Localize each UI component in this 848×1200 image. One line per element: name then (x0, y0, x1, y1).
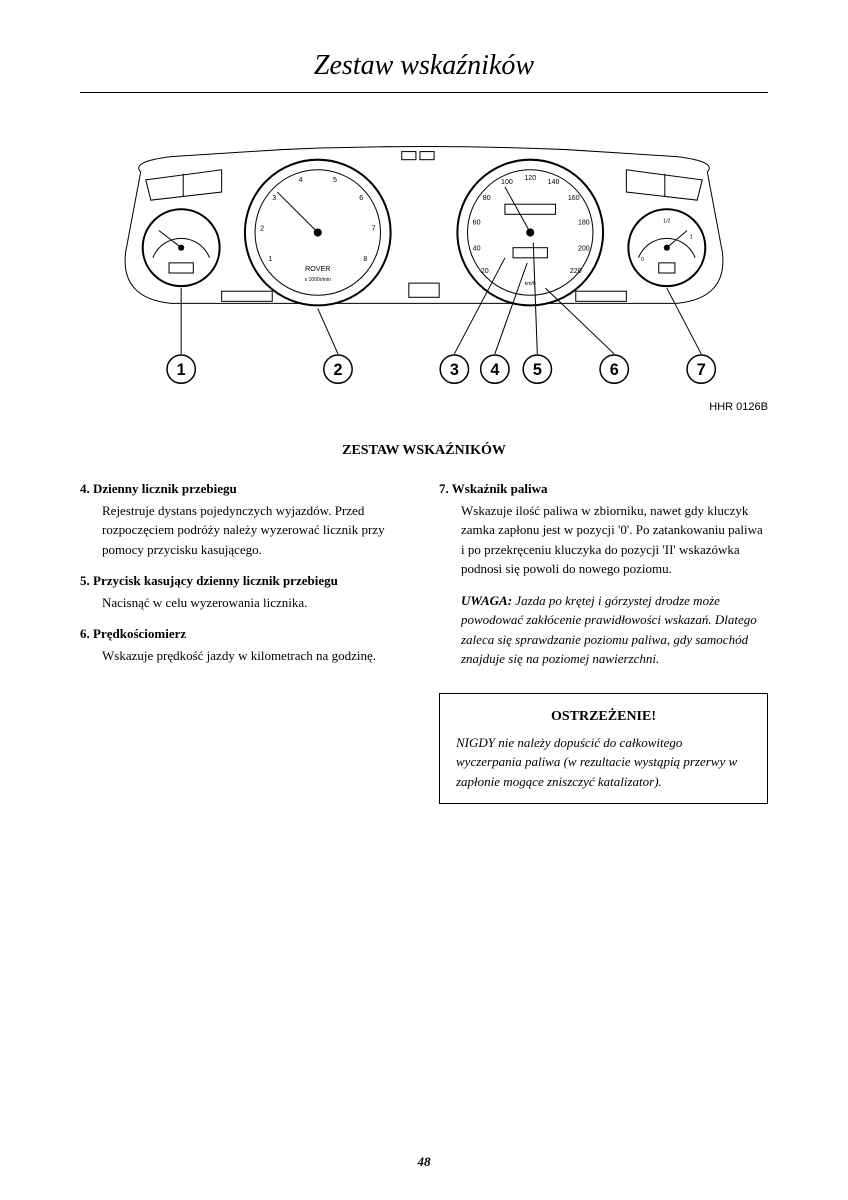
callout-6: 6 (600, 355, 628, 383)
svg-text:1: 1 (268, 255, 272, 263)
item-5-body: Nacisnąć w celu wyzerowania licznika. (102, 593, 409, 613)
svg-text:80: 80 (483, 194, 491, 202)
left-column: 4. Dzienny licznik przebiegu Rejestruje … (80, 479, 409, 804)
note-label: UWAGA: (461, 593, 512, 608)
svg-text:4: 4 (299, 176, 303, 184)
svg-text:5: 5 (333, 176, 337, 184)
svg-text:2: 2 (260, 225, 264, 233)
svg-text:200: 200 (578, 245, 590, 253)
svg-text:1: 1 (690, 235, 693, 241)
svg-text:5: 5 (533, 361, 542, 379)
callout-1: 1 (167, 355, 195, 383)
svg-text:40: 40 (473, 245, 481, 253)
svg-text:7: 7 (697, 361, 706, 379)
svg-text:4: 4 (490, 361, 499, 379)
callout-7: 7 (687, 355, 715, 383)
callout-3: 3 (440, 355, 468, 383)
item-7-heading: 7. Wskaźnik paliwa (439, 479, 768, 499)
right-column: 7. Wskaźnik paliwa Wskazuje ilość paliwa… (439, 479, 768, 804)
item-6-heading: 6. Prędkościomierz (80, 624, 409, 644)
section-title: ZESTAW WSKAŹNIKÓW (80, 443, 768, 459)
warning-title: OSTRZEŻENIE! (456, 706, 751, 727)
warning-box: OSTRZEŻENIE! NIGDY nie należy dopuścić d… (439, 693, 768, 805)
svg-text:1: 1 (177, 361, 186, 379)
svg-text:180: 180 (578, 218, 590, 226)
callout-4: 4 (481, 355, 509, 383)
svg-text:140: 140 (548, 178, 560, 186)
svg-text:160: 160 (568, 194, 580, 202)
svg-text:6: 6 (359, 194, 363, 202)
svg-text:20: 20 (481, 267, 489, 275)
callout-2: 2 (324, 355, 352, 383)
page-title: Zestaw wskaźników (80, 50, 768, 93)
callout-5: 5 (523, 355, 551, 383)
svg-text:120: 120 (524, 174, 536, 182)
svg-text:7: 7 (371, 225, 375, 233)
warning-body: NIGDY nie należy dopuścić do całkowitego… (456, 733, 751, 792)
svg-text:8: 8 (363, 255, 367, 263)
instrument-diagram: 1 2 3 4 5 6 7 8 ROVER x 1000r/min 20 40 … (80, 133, 768, 413)
svg-text:220: 220 (570, 267, 582, 275)
svg-text:60: 60 (473, 218, 481, 226)
item-6-body: Wskazuje prędkość jazdy w kilometrach na… (102, 646, 409, 666)
diagram-code: HHR 0126B (709, 401, 768, 413)
svg-text:2: 2 (334, 361, 343, 379)
item-5-heading: 5. Przycisk kasujący dzienny licznik prz… (80, 571, 409, 591)
svg-text:0: 0 (641, 257, 644, 263)
tach-brand: ROVER (305, 265, 330, 273)
content-columns: 4. Dzienny licznik przebiegu Rejestruje … (80, 479, 768, 804)
svg-text:3: 3 (272, 194, 276, 202)
item-4-body: Rejestruje dystans pojedynczych wyjazdów… (102, 501, 409, 560)
page-number: 48 (0, 1154, 848, 1170)
item-7-body: Wskazuje ilość paliwa w zbiorniku, nawet… (461, 501, 768, 579)
svg-text:100: 100 (501, 178, 513, 186)
item-4-heading: 4. Dzienny licznik przebiegu (80, 479, 409, 499)
svg-text:1/2: 1/2 (663, 218, 670, 224)
svg-text:3: 3 (450, 361, 459, 379)
note: UWAGA: Jazda po krętej i górzystej drodz… (461, 591, 768, 669)
svg-text:6: 6 (610, 361, 619, 379)
tach-unit: x 1000r/min (305, 277, 332, 283)
